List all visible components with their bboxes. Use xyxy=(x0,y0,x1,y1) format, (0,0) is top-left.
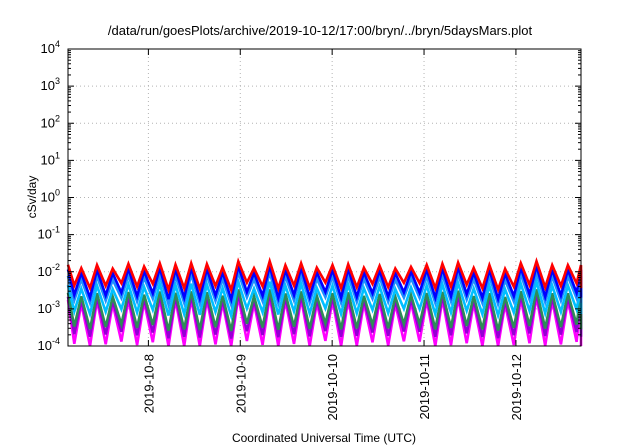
y-tick-label: 104 xyxy=(41,39,60,56)
y-axis-ticks: 10-4 10-3 10-2 10-1 100 101 102 103 104 xyxy=(38,39,581,353)
x-axis-ticks: 2019-10-8 2019-10-9 2019-10-10 2019-10-11 20… xyxy=(141,49,524,421)
y-tick-label: 10-3 xyxy=(38,299,60,316)
y-tick-label: 10-4 xyxy=(38,336,60,353)
data-series-line xyxy=(66,267,583,310)
y-tick-label: 102 xyxy=(41,113,60,130)
data-series-line xyxy=(66,289,583,332)
data-series-line xyxy=(66,256,583,295)
x-tick-label: 2019-10-8 xyxy=(141,354,156,413)
y-tick-label: 103 xyxy=(41,76,60,93)
x-tick-label: 2019-10-9 xyxy=(233,354,248,413)
y-tick-label: 100 xyxy=(41,188,60,205)
y-tick-label: 10-1 xyxy=(38,225,60,242)
y-tick-label: 101 xyxy=(41,150,60,167)
y-tick-label: 10-2 xyxy=(38,262,60,279)
plot-frame xyxy=(67,48,582,347)
x-tick-label: 2019-10-12 xyxy=(509,354,524,421)
x-tick-label: 2019-10-10 xyxy=(325,354,340,421)
chart-title: /data/run/goesPlots/archive/2019-10-12/1… xyxy=(108,23,533,38)
y-axis-label: cSv/day xyxy=(25,176,39,219)
x-axis-label: Coordinated Universal Time (UTC) xyxy=(232,431,416,445)
x-tick-label: 2019-10-11 xyxy=(417,354,432,420)
data-series-line xyxy=(66,260,583,305)
data-series-group xyxy=(66,256,583,347)
data-series-line xyxy=(66,276,583,321)
